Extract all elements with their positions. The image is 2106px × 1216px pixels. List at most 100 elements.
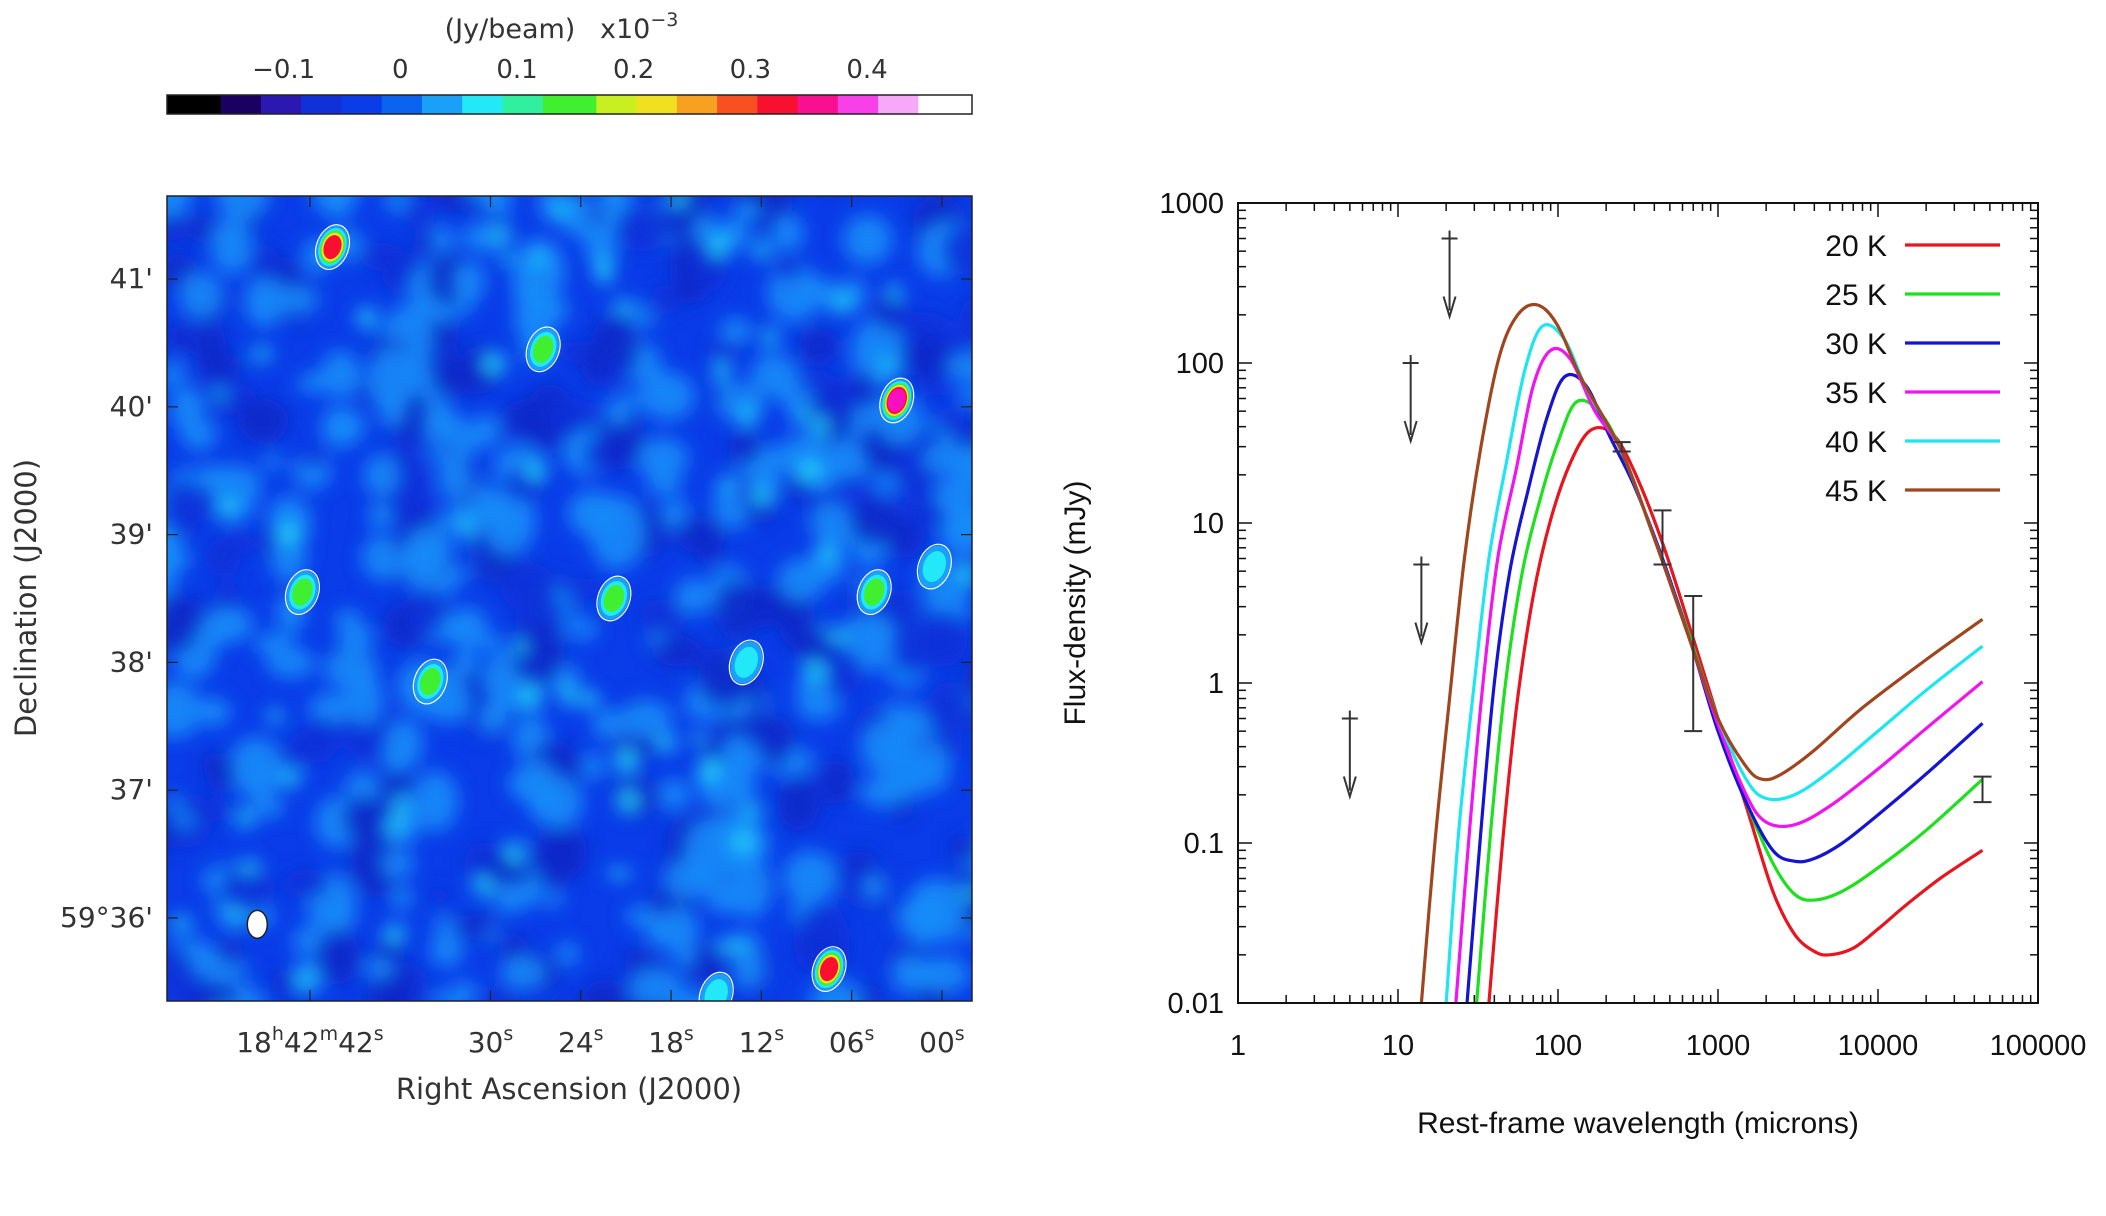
noise-blob (739, 203, 763, 218)
limit-arrowhead (1414, 622, 1429, 647)
noise-blob (480, 986, 518, 1001)
colorbar-tick-label: 0.2 (613, 55, 654, 85)
noise-blob (167, 196, 191, 205)
noise-blob (941, 225, 972, 274)
noise-blob (820, 759, 855, 805)
noise-blob (178, 271, 224, 319)
noise-blob (957, 386, 972, 407)
y-axis-label: Flux-density (mJy) (1059, 480, 1092, 725)
source-level (922, 551, 947, 583)
colorbar-cell (475, 95, 490, 114)
noise-blob (728, 431, 762, 465)
noise-blob (600, 357, 627, 386)
noise-peak (612, 300, 636, 313)
noise-blob (428, 990, 461, 1001)
noise-blob (875, 472, 898, 496)
colorbar-cell (167, 95, 182, 114)
colorbar-cell (462, 95, 477, 114)
radio-source (728, 639, 764, 686)
colorbar-cell (408, 95, 423, 114)
noise-peak (708, 235, 730, 258)
noise-blob (229, 736, 283, 798)
radio-source (412, 658, 448, 705)
noise-blob (702, 737, 727, 762)
series-line-45k (1419, 303, 1984, 1003)
sed-series (1419, 303, 1984, 1003)
source-level (603, 584, 625, 613)
detection-errorbar (1612, 441, 1631, 453)
noise-blob (220, 864, 274, 915)
noise-blob (337, 621, 374, 655)
noise-blob (221, 532, 253, 556)
noise-blob (466, 685, 491, 711)
noise-blob (581, 577, 605, 597)
legend-label: 30 K (1825, 328, 1887, 361)
upper-limit-arrow (1402, 355, 1419, 445)
noise-blob (891, 955, 926, 994)
image-frame (166, 195, 973, 1002)
sed-plot-frame (1237, 202, 2039, 1004)
colorbar-cell (864, 95, 879, 114)
noise-peak (811, 415, 828, 438)
limit-arrowhead (1342, 776, 1357, 800)
noise-peak (526, 460, 547, 481)
colorbar-cell (435, 95, 450, 114)
noise-peak (615, 749, 638, 773)
noise-blob (585, 226, 617, 268)
colorbar-cell (730, 95, 745, 114)
radio-source (525, 326, 561, 373)
noise-blob (589, 494, 645, 570)
noise-blob (780, 616, 815, 647)
noise-blob (913, 742, 951, 793)
colorbar-tick-label: 0.4 (846, 55, 887, 85)
noise-peak (714, 360, 729, 385)
noise-blob (406, 585, 447, 637)
noise-blob (706, 339, 741, 362)
noise-blob (794, 678, 832, 702)
noise-blob (672, 161, 700, 195)
noise-blob (558, 196, 593, 236)
noise-blob (428, 886, 450, 904)
upper-limit-arrow (1341, 710, 1358, 800)
noise-peak (299, 970, 312, 993)
y-tick-label: 10 (1192, 508, 1224, 540)
sed-axis-ticks (1237, 203, 2038, 1004)
colorbar-cell (314, 95, 329, 114)
noise-blob (481, 633, 504, 654)
detection-errorbar (1653, 509, 1672, 566)
noise-blob (195, 982, 238, 1001)
noise-blob (628, 967, 684, 1001)
noise-peak (618, 789, 638, 813)
noise-peak (224, 908, 245, 920)
noise-peak (579, 690, 599, 709)
legend-label: 35 K (1825, 377, 1887, 410)
noise-blob (946, 351, 972, 383)
limit-arrowhead (1403, 420, 1418, 445)
colorbar-cell (596, 95, 611, 114)
colorbar-cell (851, 95, 866, 114)
noise-peak (279, 769, 302, 787)
noise-blob (855, 984, 884, 1001)
legend-label: 40 K (1825, 426, 1887, 459)
noise-blob (675, 577, 710, 615)
colorbar-cell (207, 95, 222, 114)
noise-peak (237, 807, 253, 829)
x-tick-label: 10 (1382, 1030, 1414, 1062)
noise-blob (167, 214, 186, 241)
noise-blob (777, 776, 821, 832)
upper-limit-arrow (1441, 230, 1458, 320)
noise-peak (959, 562, 972, 586)
noise-blob (320, 350, 361, 399)
noise-blob (782, 850, 839, 904)
noise-blob (597, 406, 644, 469)
ra-tick-label: 18s (648, 1023, 694, 1059)
noise-peak (887, 283, 902, 301)
noise-blob (582, 752, 605, 781)
dec-tick-label: 38' (110, 645, 153, 678)
colorbar-cell (703, 95, 718, 114)
dec-tick-label: 59°36' (60, 901, 153, 934)
noise-blob (215, 196, 270, 221)
noise-peak (388, 818, 405, 834)
noise-peak (554, 202, 568, 219)
legend-label: 20 K (1825, 230, 1887, 263)
